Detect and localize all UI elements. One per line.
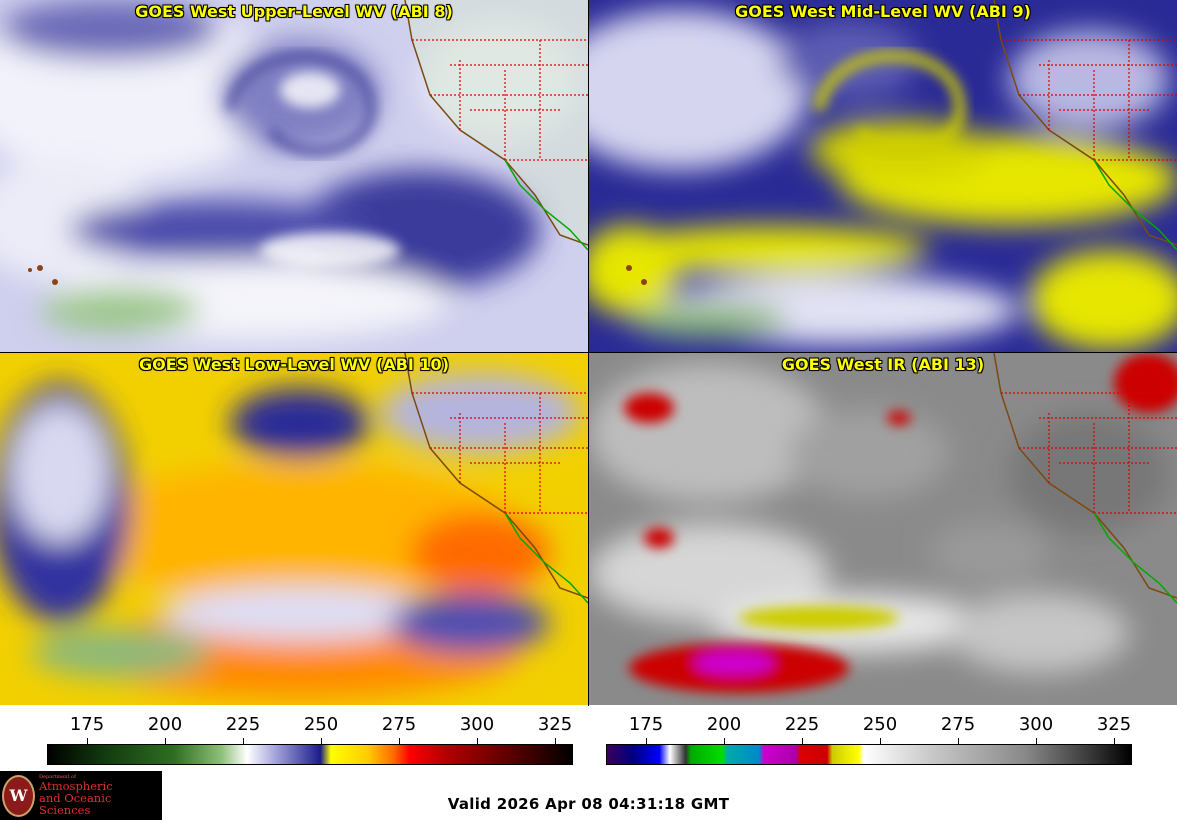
ir-image: [589, 353, 1177, 705]
wv-colorbar-tick-325: 325: [537, 714, 573, 735]
wv-colorbar-tick-300: 300: [459, 714, 495, 735]
ir-colorbar: [606, 744, 1132, 765]
ir-colorbar-tickmark: [1114, 738, 1115, 744]
logo-line1: Atmospheric: [38, 779, 113, 794]
wv-colorbar-tickmark: [87, 738, 88, 744]
ir-colorbar-tickmark: [1036, 738, 1037, 744]
ir-colorbar-tickmark: [724, 738, 725, 744]
upper-level-wv-image: [0, 0, 588, 352]
uw-seal-icon: W: [2, 774, 35, 817]
low-level-wv-panel: GOES West Low-Level WV (ABI 10): [0, 353, 588, 705]
logo-text: Department of Atmospheric and Oceanic Sc…: [38, 773, 162, 818]
low-level-wv-title: GOES West Low-Level WV (ABI 10): [138, 355, 449, 374]
ir-colorbar-tick-300: 300: [1018, 714, 1054, 735]
ir-colorbar-tick-225: 225: [784, 714, 820, 735]
wv-colorbar-tickmark: [399, 738, 400, 744]
wv-colorbar-tickmark: [555, 738, 556, 744]
logo-line2: and Oceanic Sciences: [38, 791, 112, 818]
wv-colorbar-tickmark: [165, 738, 166, 744]
wv-colorbar-tick-250: 250: [303, 714, 339, 735]
mid-level-wv-image: [589, 0, 1177, 352]
ir-panel: GOES West IR (ABI 13): [589, 353, 1177, 705]
ir-colorbar-tick-325: 325: [1096, 714, 1132, 735]
wv-colorbar-tickmark: [243, 738, 244, 744]
mid-level-wv-panel: GOES West Mid-Level WV (ABI 9): [589, 0, 1177, 352]
upper-level-wv-title: GOES West Upper-Level WV (ABI 8): [135, 2, 453, 21]
ir-colorbar-tickmark: [958, 738, 959, 744]
ir-colorbar-tickmark: [802, 738, 803, 744]
wv-colorbar-tick-175: 175: [69, 714, 105, 735]
upper-level-wv-panel: GOES West Upper-Level WV (ABI 8): [0, 0, 588, 352]
wv-colorbar-tick-200: 200: [147, 714, 183, 735]
ir-colorbar-tick-275: 275: [940, 714, 976, 735]
wv-colorbar-tick-225: 225: [225, 714, 261, 735]
ir-colorbar-tickmark: [646, 738, 647, 744]
mid-level-wv-title: GOES West Mid-Level WV (ABI 9): [735, 2, 1031, 21]
wv-colorbar-tickmark: [321, 738, 322, 744]
ir-colorbar-tickmark: [880, 738, 881, 744]
ir-colorbar-tick-175: 175: [628, 714, 664, 735]
wv-colorbar: [47, 744, 573, 765]
ir-colorbar-tick-250: 250: [862, 714, 898, 735]
low-level-wv-image: [0, 353, 588, 705]
aos-logo[interactable]: W Department of Atmospheric and Oceanic …: [0, 771, 162, 820]
ir-title: GOES West IR (ABI 13): [781, 355, 985, 374]
ir-colorbar-tick-200: 200: [706, 714, 742, 735]
panel-divider-horizontal: [0, 352, 1177, 353]
panel-divider-vertical: [588, 0, 589, 706]
wv-colorbar-tick-275: 275: [381, 714, 417, 735]
valid-time: Valid 2026 Apr 08 04:31:18 GMT: [447, 795, 730, 813]
wv-colorbar-tickmark: [477, 738, 478, 744]
logo-dept: Department of: [38, 773, 76, 780]
